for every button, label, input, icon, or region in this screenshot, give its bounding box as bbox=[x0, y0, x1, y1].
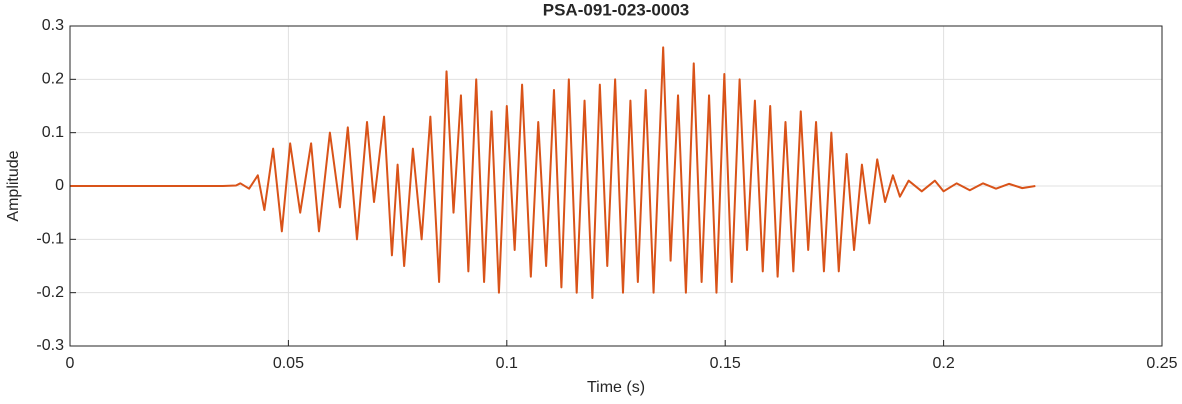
x-tick-label: 0 bbox=[66, 355, 75, 372]
y-tick-label: 0.1 bbox=[42, 124, 64, 141]
plot-frame bbox=[69, 25, 1163, 347]
x-tick-label: 0.25 bbox=[1146, 355, 1177, 372]
x-tick-label: 0.1 bbox=[496, 355, 518, 372]
x-tick-label: 0.15 bbox=[710, 355, 741, 372]
x-axis-label: Time (s) bbox=[587, 379, 645, 396]
y-tick-label: -0.2 bbox=[36, 284, 64, 301]
line-series bbox=[70, 46, 1036, 299]
x-tick-label: 0.05 bbox=[273, 355, 304, 372]
y-tick-label: 0.3 bbox=[42, 17, 64, 34]
y-tick-label: -0.3 bbox=[36, 337, 64, 354]
y-tick-label: 0.2 bbox=[42, 71, 64, 88]
x-tick-label: 0.2 bbox=[932, 355, 954, 372]
y-tick-label: -0.1 bbox=[36, 231, 64, 248]
y-tick-label: 0 bbox=[55, 177, 64, 194]
chart-title: PSA-091-023-0003 bbox=[543, 0, 689, 19]
y-axis-label: Amplitude bbox=[5, 150, 22, 221]
